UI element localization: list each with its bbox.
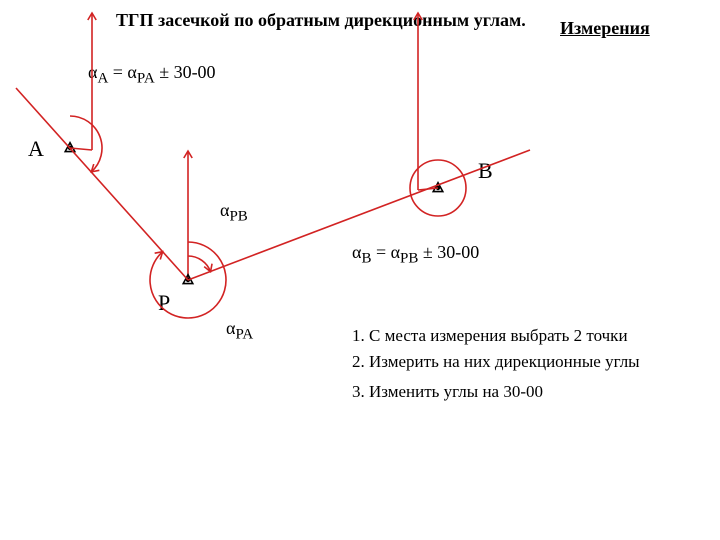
diagram-svg: [0, 0, 720, 540]
